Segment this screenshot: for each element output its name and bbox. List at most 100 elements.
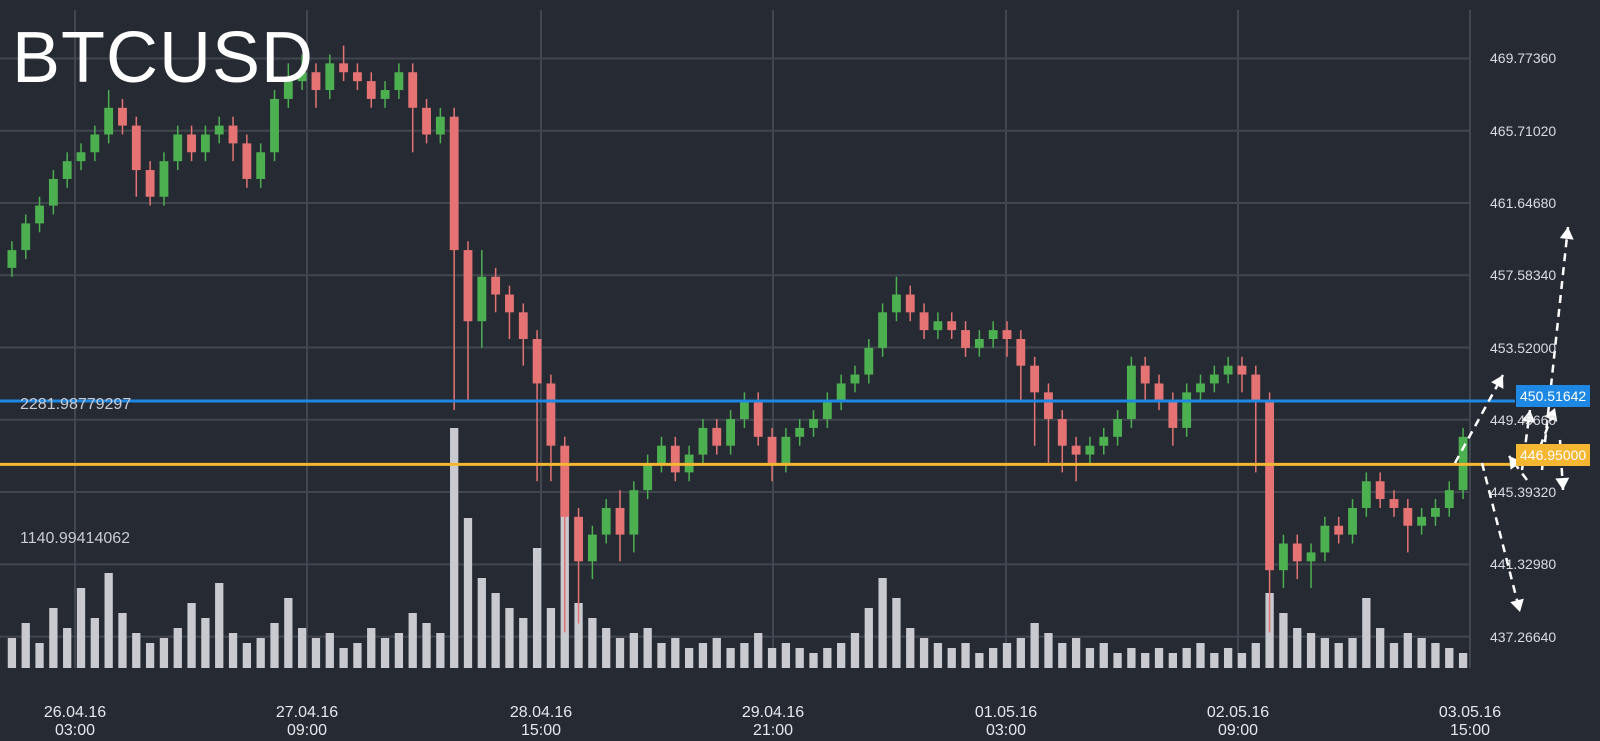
volume-bar xyxy=(1334,643,1343,668)
candle-body xyxy=(325,63,335,91)
volume-bar xyxy=(1127,648,1136,668)
volume-bar xyxy=(1182,648,1191,668)
volume-bar xyxy=(463,518,473,668)
volume-bar xyxy=(118,613,127,668)
candle-body xyxy=(242,143,252,179)
volume-bar xyxy=(657,643,666,668)
volume-bar xyxy=(90,618,99,668)
volume-bar xyxy=(270,623,279,668)
candle-body xyxy=(1306,552,1316,562)
x-tick-label: 03.05.16 15:00 xyxy=(1438,704,1502,739)
forecast-arrow-head xyxy=(1544,408,1558,422)
candle-body xyxy=(1292,543,1302,562)
volume-bar xyxy=(698,643,708,668)
volume-bar xyxy=(505,608,514,668)
volume-bar xyxy=(532,548,542,668)
candle-body xyxy=(739,401,749,420)
candle-body xyxy=(795,427,805,437)
volume-bar xyxy=(21,623,30,668)
candle-body xyxy=(1113,419,1122,437)
y-tick-label: 437.26640 xyxy=(1490,628,1557,645)
candle-body xyxy=(48,178,58,206)
candle-body xyxy=(131,125,141,171)
volume-bar xyxy=(1445,648,1454,668)
volume-bar xyxy=(256,638,265,668)
volume-bar xyxy=(643,628,652,668)
volume-bar xyxy=(1016,638,1025,668)
candle-body xyxy=(145,170,155,197)
forecast-arrows xyxy=(1453,226,1574,613)
candle-body xyxy=(1057,419,1067,446)
candle-body xyxy=(781,436,791,464)
volume-bar xyxy=(726,648,735,668)
volume-bar xyxy=(132,633,141,668)
candle-body xyxy=(270,98,279,153)
candle-body xyxy=(767,436,777,464)
volume-bar xyxy=(408,613,417,668)
volume-bar xyxy=(394,633,404,668)
volume-bar xyxy=(1417,638,1426,668)
volume-bar xyxy=(1044,633,1053,668)
y-tick-label: 469.77360 xyxy=(1490,50,1557,67)
chart-title: BTCUSD xyxy=(12,18,315,98)
volume-bar xyxy=(712,638,721,668)
y-tick-label: 445.39320 xyxy=(1490,484,1557,501)
volume-bar xyxy=(49,608,58,668)
forecast-arrow-line xyxy=(1453,374,1505,464)
volume-bar xyxy=(1223,648,1233,668)
candle-body xyxy=(62,161,72,179)
candle-body xyxy=(1196,383,1205,393)
volume-bar xyxy=(63,628,72,668)
volume-bar xyxy=(104,573,113,668)
volume-bar xyxy=(906,628,915,668)
candle-body xyxy=(256,152,266,179)
candle-body xyxy=(822,401,832,420)
candle-body xyxy=(974,339,984,348)
forecast-arrow-head xyxy=(1491,375,1504,389)
candle-body xyxy=(892,294,901,313)
volume-bar xyxy=(795,648,804,668)
candle-body xyxy=(1278,543,1288,571)
volume-bar xyxy=(1085,648,1095,668)
y-tick-label: 449.45660 xyxy=(1490,411,1557,428)
forecast-arrow-head xyxy=(1559,227,1574,240)
candle-body xyxy=(629,490,639,535)
y-tick-label: 441.32980 xyxy=(1490,556,1557,573)
forecast-arrow-head xyxy=(1555,477,1570,490)
candle-body xyxy=(712,427,722,446)
candle-body xyxy=(1154,383,1164,402)
candle-body xyxy=(380,90,390,99)
volume-bar xyxy=(961,643,970,668)
volume-bar xyxy=(1168,653,1177,668)
candle-body xyxy=(905,294,915,313)
candle-body xyxy=(228,125,238,144)
volume-bar xyxy=(215,583,224,668)
volume-bar xyxy=(339,648,348,668)
candle-body xyxy=(1002,330,1012,339)
candle-body xyxy=(477,276,487,322)
candle-body xyxy=(1417,516,1427,526)
volume-bar xyxy=(602,628,611,668)
x-tick-label: 01.05.16 03:00 xyxy=(974,704,1038,739)
candle-body xyxy=(836,383,846,402)
candle-body xyxy=(947,321,957,331)
candle-body xyxy=(587,534,597,562)
candle-body xyxy=(491,276,501,295)
volume-bar xyxy=(1030,623,1039,668)
candle-body xyxy=(961,330,970,348)
volume-bar xyxy=(1320,638,1330,668)
candle-body xyxy=(1209,374,1219,384)
volume-bar xyxy=(298,628,307,668)
volume-bar xyxy=(684,648,694,668)
volume-bar xyxy=(837,643,846,668)
volume-bar xyxy=(754,633,763,668)
candle-body xyxy=(546,383,556,446)
candle-body xyxy=(7,250,17,268)
y-tick-label: 465.71020 xyxy=(1490,122,1557,139)
candle-body xyxy=(173,134,183,162)
volume-bar xyxy=(422,623,431,668)
volume-bar xyxy=(850,633,860,668)
volume-bar xyxy=(933,643,943,668)
candle-body xyxy=(118,107,127,126)
volume-bar xyxy=(767,648,777,668)
